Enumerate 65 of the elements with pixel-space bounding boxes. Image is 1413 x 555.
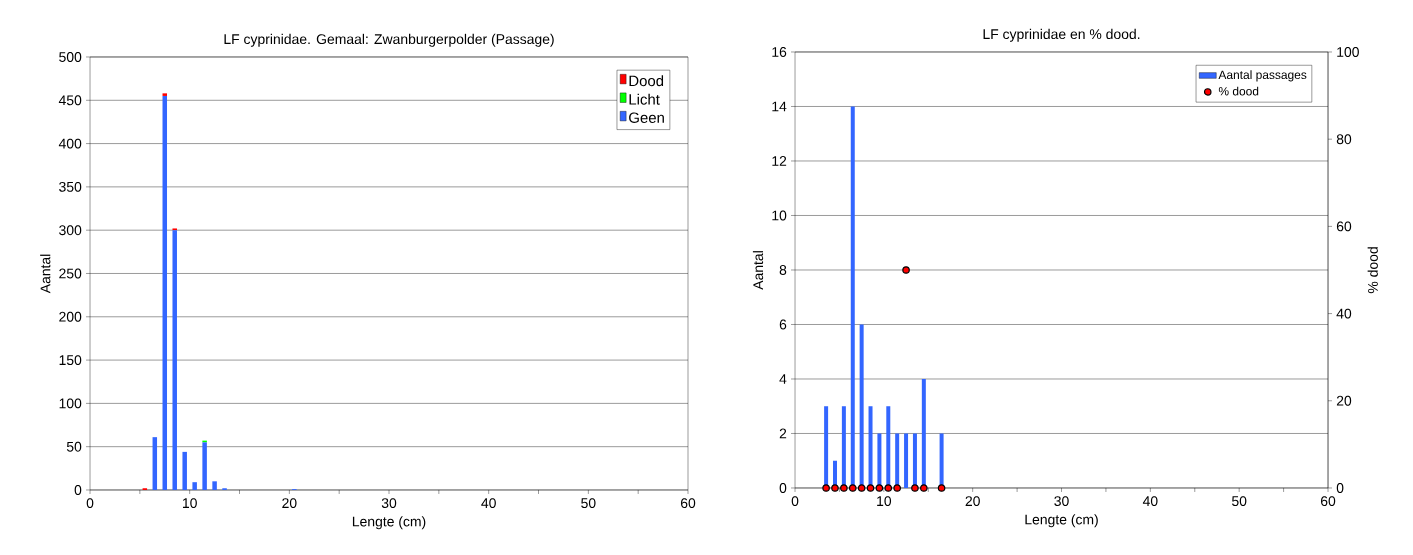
y-tick-label: 200 — [59, 311, 82, 322]
bar — [212, 481, 217, 490]
x-axis-title: Lengte (cm) — [352, 516, 426, 530]
x-tick-label: 40 — [1142, 496, 1158, 507]
x-axis-title: Lengte (cm) — [1025, 514, 1098, 528]
bar — [939, 433, 944, 488]
x-tick-label: 30 — [381, 498, 397, 509]
y-tick-label: 400 — [58, 138, 82, 149]
y-tick-label: 2 — [779, 428, 787, 439]
legend-label: Dood — [629, 75, 664, 87]
y-tick-label: 300 — [59, 225, 82, 236]
x-tick-label: 0 — [86, 498, 94, 509]
x-tick-label: 20 — [282, 498, 297, 509]
bar — [859, 324, 864, 488]
y-axis-title: Aantal — [40, 254, 51, 294]
legend-label: Geen — [629, 112, 664, 123]
x-tick-label: 60 — [1320, 496, 1336, 507]
y-tick-label: 100 — [59, 398, 82, 409]
x-tick-label: 60 — [680, 498, 696, 509]
bar — [904, 433, 909, 488]
bar — [162, 93, 168, 96]
y-tick-label: 10 — [772, 210, 787, 221]
y-axis-title: Aantal — [752, 251, 764, 290]
bar — [868, 406, 873, 488]
x-tick-label: 30 — [1054, 496, 1069, 507]
legend-label: % dood — [1218, 86, 1259, 96]
x-tick-label: 0 — [791, 496, 799, 507]
y2-tick-label: 60 — [1336, 221, 1352, 232]
y2-tick-label: 20 — [1336, 395, 1352, 406]
y-tick-label: 0 — [74, 485, 82, 495]
bar — [921, 378, 926, 488]
y-tick-label: 250 — [59, 268, 82, 279]
y-tick-label: 4 — [779, 374, 787, 384]
bar — [850, 106, 855, 488]
y-tick-label: 0 — [779, 483, 787, 493]
x-tick-label: 10 — [182, 498, 197, 509]
y-tick-label: 50 — [66, 441, 82, 452]
legend-label: Aantal passages — [1218, 70, 1307, 82]
bar — [172, 230, 177, 490]
x-tick-label: 10 — [877, 496, 892, 507]
y-tick-label: 14 — [772, 101, 787, 112]
x-tick-label: 20 — [965, 496, 980, 507]
y-tick-label: 8 — [779, 265, 787, 275]
bar — [202, 442, 207, 490]
bar — [841, 406, 846, 488]
y-tick-label: 12 — [772, 156, 787, 166]
bar — [192, 482, 197, 490]
y-tick-label: 150 — [59, 355, 82, 366]
y-tick-label: 450 — [58, 95, 82, 106]
y-tick-label: 350 — [59, 181, 82, 192]
y2-tick-label: 0 — [1336, 483, 1344, 493]
y2-tick-label: 100 — [1337, 47, 1359, 57]
y2-tick-label: 80 — [1336, 134, 1352, 145]
x-tick-label: 40 — [481, 498, 496, 509]
bar — [182, 451, 187, 490]
x-tick-label: 50 — [581, 498, 596, 509]
y-tick-label: 6 — [779, 319, 787, 330]
legend-label: Licht — [629, 93, 660, 105]
chart-title: LF cyprinidae en % dood. — [983, 28, 1140, 42]
y2-axis-title: % dood — [1367, 247, 1378, 294]
y2-tick-label: 40 — [1336, 308, 1352, 319]
x-tick-label: 50 — [1231, 496, 1247, 507]
chart-title: LF cyprinidae. Gemaal: Zwanburgerpolder (Passage) — [224, 33, 554, 47]
y-tick-label: 500 — [59, 52, 82, 62]
y-tick-label: 16 — [772, 47, 787, 57]
